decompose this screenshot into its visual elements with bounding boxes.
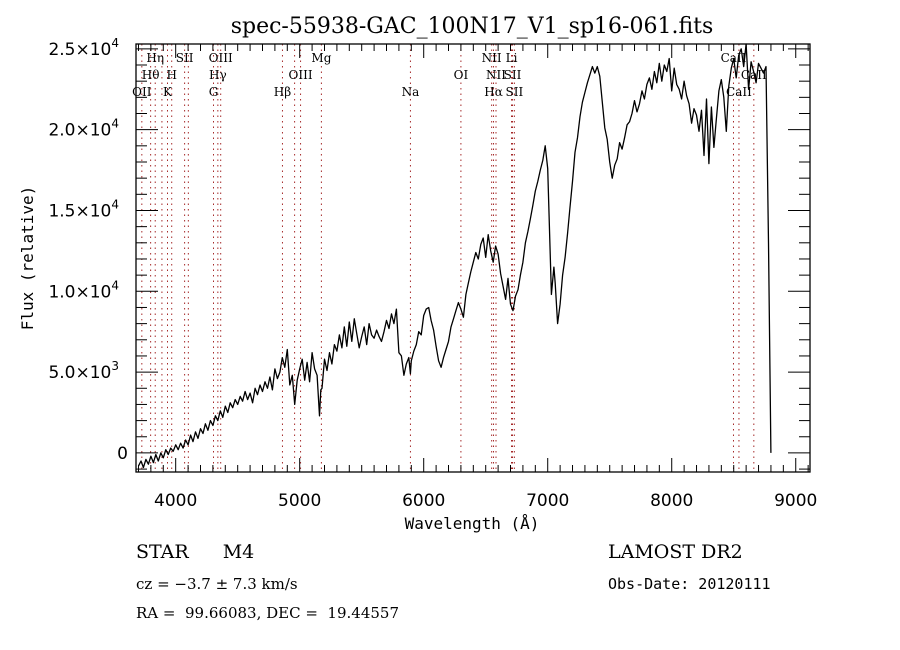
- y-tick-label: 1.5×104: [48, 197, 119, 221]
- y-tick-mantissa: 1.0×10: [48, 282, 111, 302]
- line-marker-label: SII: [506, 85, 524, 99]
- x-tick-label: 6000: [402, 491, 445, 511]
- y-tick-label: 0: [117, 444, 128, 464]
- y-tick-label: 5.0×103: [48, 359, 119, 383]
- object-class: STAR M4: [136, 541, 254, 563]
- y-tick-mantissa: 5.0×10: [48, 363, 111, 383]
- y-tick-label: 1.0×104: [48, 278, 119, 302]
- class-label: STAR: [136, 541, 189, 563]
- line-marker-label: OI: [454, 68, 469, 82]
- line-marker-label: OII: [132, 85, 152, 99]
- y-tick-mantissa: 1.5×10: [48, 201, 111, 221]
- spectrum-series: [137, 43, 772, 469]
- survey-label: LAMOST DR2: [608, 541, 743, 563]
- x-tick-label: 5000: [278, 491, 321, 511]
- line-marker-label: SII: [176, 51, 194, 65]
- x-axis-ticks: [137, 44, 809, 472]
- x-axis-label: Wavelength (Å): [405, 514, 540, 533]
- line-marker-label: Hη: [146, 51, 164, 65]
- redshift-text: cz = −3.7 ± 7.3 km/s: [136, 575, 298, 593]
- line-marker-label: NII: [486, 68, 506, 82]
- emission-line-markers: [141, 44, 755, 472]
- coordinates-text: RA = 99.66083, DEC = 19.44557: [136, 604, 400, 622]
- y-axis-label: Flux (relative): [18, 186, 37, 331]
- x-tick-label: 9000: [774, 491, 817, 511]
- line-marker-label: Hα: [484, 85, 503, 99]
- line-marker-label: G: [209, 85, 219, 99]
- y-tick-exponent: 4: [111, 197, 119, 211]
- subclass-label: M4: [222, 541, 255, 563]
- line-marker-label: Hβ: [274, 85, 291, 99]
- line-marker-label: Na: [402, 85, 420, 99]
- line-marker-label: Hγ: [209, 68, 227, 82]
- line-marker-label: NII: [482, 51, 502, 65]
- line-marker-label: H: [166, 68, 176, 82]
- y-tick-exponent: 4: [111, 278, 119, 292]
- line-marker-label: CaII: [726, 85, 752, 99]
- y-tick-exponent: 4: [111, 117, 119, 131]
- x-tick-label: 8000: [650, 491, 693, 511]
- obs-date-text: Obs-Date: 20120111: [608, 575, 771, 593]
- spectrum-line: [137, 43, 772, 469]
- y-tick-mantissa: 2.0×10: [48, 121, 111, 141]
- x-tick-label: 4000: [154, 491, 197, 511]
- y-tick-mantissa: 2.5×10: [48, 40, 111, 60]
- line-marker-label: K: [163, 85, 173, 99]
- line-marker-label: OIII: [289, 68, 313, 82]
- line-marker-label: Li: [506, 51, 518, 65]
- x-tick-label: 7000: [526, 491, 569, 511]
- x-axis-tick-labels: 4000 5000 6000 7000 8000 9000: [154, 491, 817, 511]
- y-tick-exponent: 4: [111, 36, 119, 50]
- y-tick-exponent: 3: [111, 359, 119, 373]
- plot-frame: [135, 43, 811, 473]
- line-marker-label: Hθ: [142, 68, 160, 82]
- chart-title: spec-55938-GAC_100N17_V1_sp16-061.fits: [231, 14, 714, 39]
- line-marker-label: OIII: [209, 51, 233, 65]
- line-marker-label: SII: [504, 68, 522, 82]
- line-marker-label: Mg: [311, 51, 331, 65]
- y-tick-label: 2.0×104: [48, 117, 119, 141]
- y-tick-mantissa: 0: [117, 444, 128, 464]
- y-tick-label: 2.5×104: [48, 36, 119, 60]
- y-axis-ticks: [136, 48, 810, 470]
